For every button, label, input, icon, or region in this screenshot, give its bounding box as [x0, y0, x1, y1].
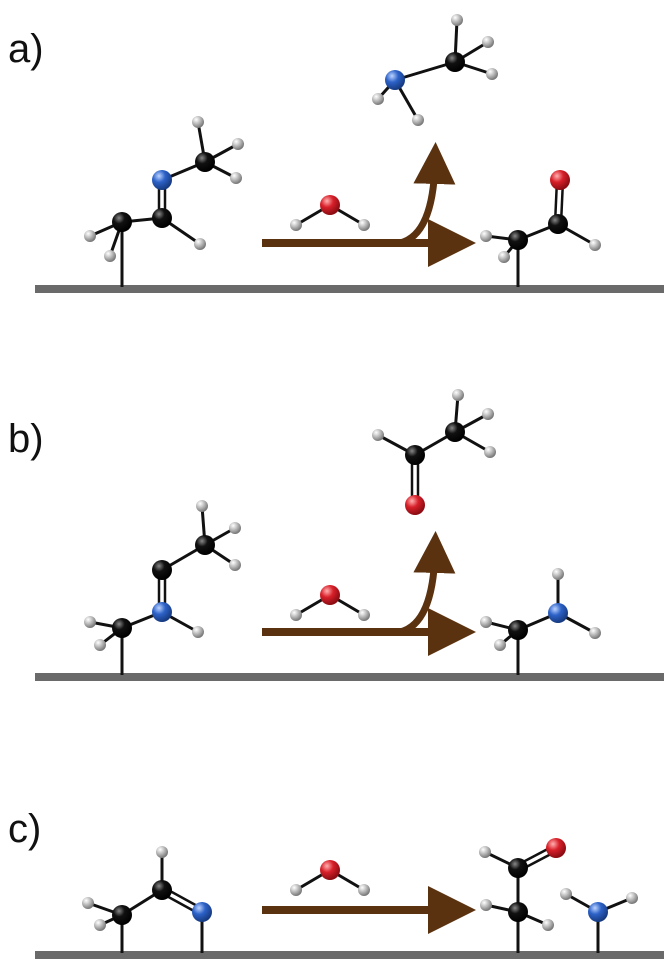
atom-c: [508, 902, 528, 922]
atom-c: [445, 422, 465, 442]
atom-h: [412, 114, 424, 126]
atom-h: [192, 116, 204, 128]
atom-h: [82, 897, 94, 909]
atom-c: [152, 560, 172, 580]
molecules: [35, 14, 664, 959]
panel-label: a): [8, 27, 44, 71]
atom-c: [152, 208, 172, 228]
atom-h: [192, 626, 204, 638]
atom-o: [550, 170, 570, 190]
atom-h: [480, 230, 492, 242]
atom-h: [156, 846, 168, 858]
reaction-diagram: a) b) c): [0, 0, 664, 960]
atom-n: [152, 170, 172, 190]
atom-h: [84, 230, 96, 242]
atom-h: [542, 919, 554, 931]
atom-o: [320, 195, 340, 215]
atom-h: [358, 884, 370, 896]
atom-h: [498, 251, 510, 263]
panel-label: b): [8, 417, 44, 461]
atom-h: [494, 639, 506, 651]
atom-h: [290, 219, 302, 231]
atom-h: [290, 609, 302, 621]
atom-c: [548, 214, 568, 234]
atom-h: [480, 899, 492, 911]
atom-h: [480, 616, 492, 628]
atom-n: [385, 70, 405, 90]
atom-c: [195, 152, 215, 172]
atom-h: [94, 919, 106, 931]
atom-h: [552, 568, 564, 580]
atom-h: [626, 892, 638, 904]
atom-c: [508, 230, 528, 250]
surface: [35, 951, 664, 959]
atom-h: [589, 239, 601, 251]
atom-h: [94, 639, 106, 651]
atom-h: [358, 609, 370, 621]
atom-n: [152, 602, 172, 622]
atom-n: [588, 902, 608, 922]
atom-h: [194, 238, 206, 250]
atom-o: [320, 860, 340, 880]
atom-c: [112, 212, 132, 232]
atom-h: [84, 616, 96, 628]
atom-o: [320, 585, 340, 605]
atom-c: [405, 445, 425, 465]
atom-h: [486, 68, 498, 80]
atom-c: [508, 620, 528, 640]
atom-h: [372, 93, 384, 105]
branch-arrow: [400, 163, 435, 243]
atom-c: [195, 535, 215, 555]
atom-h: [452, 389, 464, 401]
atom-h: [482, 36, 494, 48]
atom-h: [358, 219, 370, 231]
panel-label: c): [8, 807, 41, 851]
atom-c: [112, 618, 132, 638]
atom-h: [290, 884, 302, 896]
atom-h: [482, 408, 494, 420]
atom-h: [232, 138, 244, 150]
branch-arrow: [400, 552, 435, 632]
atom-h: [196, 500, 208, 512]
atom-h: [372, 429, 384, 441]
atom-h: [104, 250, 116, 262]
atom-o: [405, 495, 425, 515]
atom-c: [112, 905, 132, 925]
atom-o: [546, 838, 566, 858]
atom-n: [548, 603, 568, 623]
surface: [35, 285, 664, 293]
atom-c: [152, 880, 172, 900]
atom-h: [589, 627, 601, 639]
atom-n: [192, 902, 212, 922]
atom-h: [230, 172, 242, 184]
atom-h: [229, 559, 241, 571]
atom-h: [229, 522, 241, 534]
atom-c: [508, 858, 528, 878]
atom-h: [479, 846, 491, 858]
atom-h: [560, 888, 572, 900]
atom-c: [445, 52, 465, 72]
surface: [35, 673, 664, 681]
atom-h: [484, 446, 496, 458]
atom-h: [451, 14, 463, 26]
